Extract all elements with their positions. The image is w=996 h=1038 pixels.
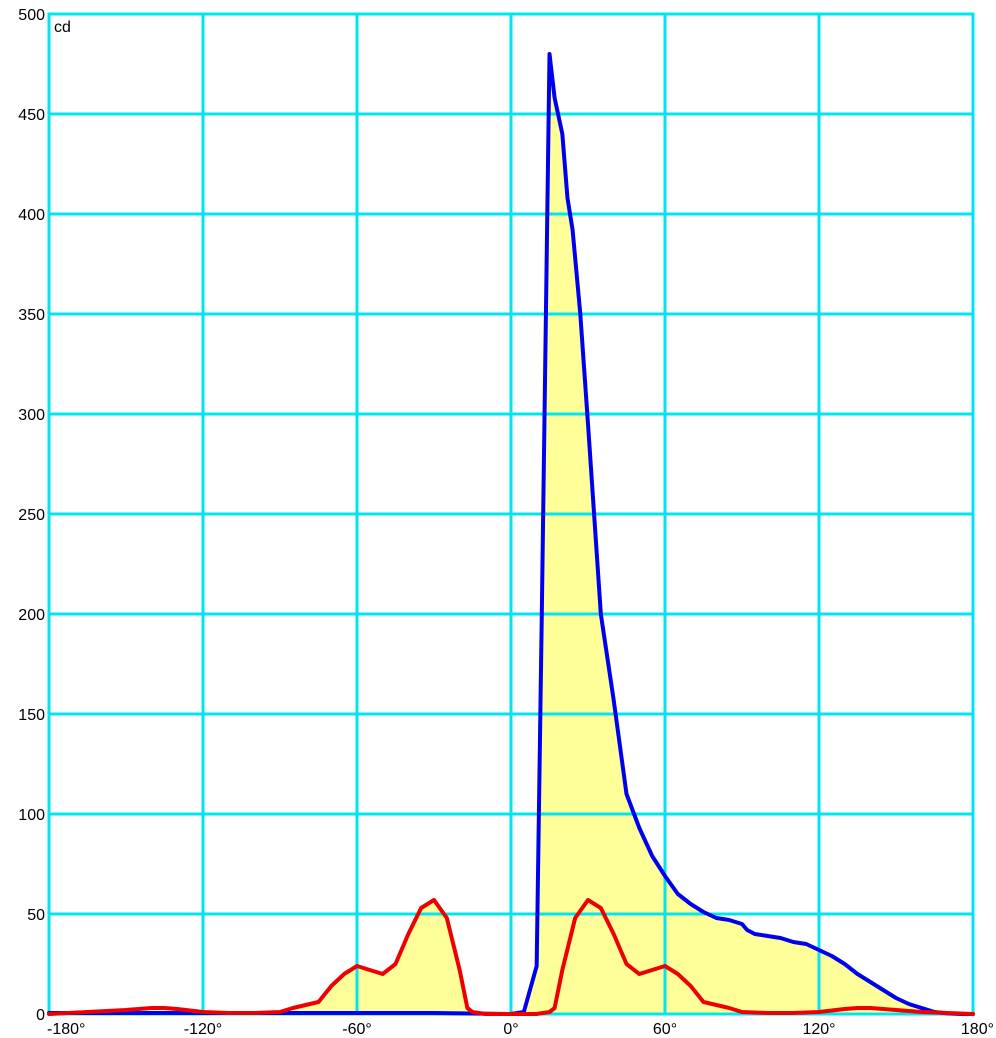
axis-labels: cd [54,19,71,36]
grid [47,12,975,1016]
x-tick-label: 120° [802,1021,835,1038]
y-tick-labels: 0 50 100 150 200 250 300 350 400 450 500 [18,7,45,1024]
y-tick-label: 300 [18,407,45,424]
y-tick-label: 150 [18,707,45,724]
y-tick-label: 50 [27,907,45,924]
y-tick-label: 100 [18,807,45,824]
x-tick-label: 0° [503,1021,518,1038]
y-tick-label: 350 [18,307,45,324]
y-tick-label: 250 [18,507,45,524]
x-tick-labels: -180° -120° -60° 0° 60° 120° 180° [47,1021,994,1038]
y-tick-label: 500 [18,7,45,24]
series-line-2 [47,898,975,1016]
x-tick-label: -60° [342,1021,372,1038]
x-tick-label: 180° [961,1021,994,1038]
x-tick-label: 60° [653,1021,677,1038]
x-tick-label: -180° [47,1021,85,1038]
series-lines [47,52,975,1016]
y-unit-label: cd [54,19,71,36]
x-tick-label: -120° [184,1021,222,1038]
y-tick-label: 450 [18,107,45,124]
y-tick-label: 400 [18,207,45,224]
series-line-1 [47,52,975,1016]
y-tick-label: 0 [36,1007,45,1024]
y-tick-label: 200 [18,607,45,624]
